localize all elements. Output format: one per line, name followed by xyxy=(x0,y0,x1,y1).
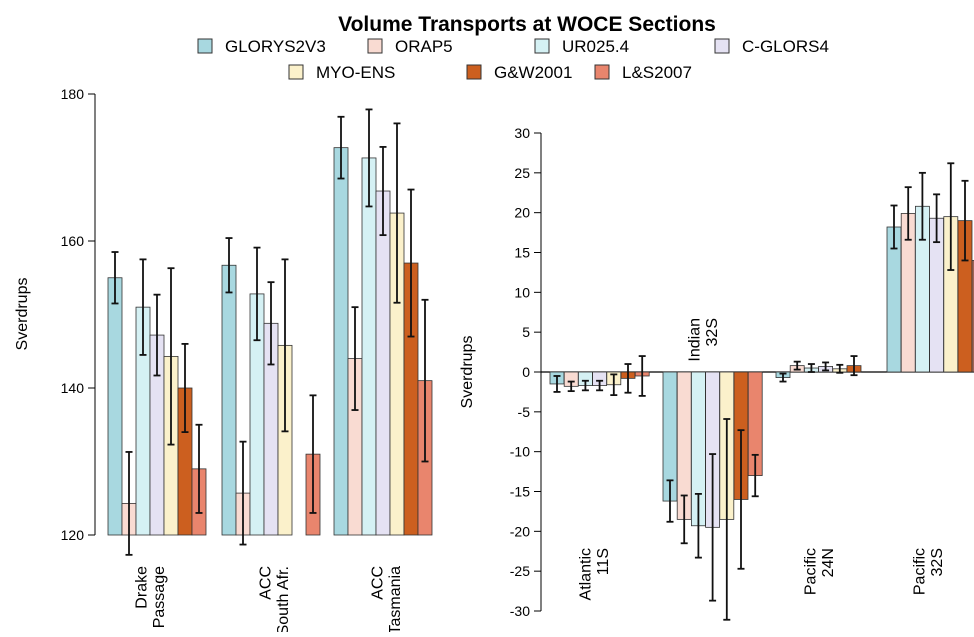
y-tick-label: 20 xyxy=(514,205,530,221)
y-tick-label: -20 xyxy=(510,523,530,539)
group-label: ACCTasmania xyxy=(369,566,404,632)
group-label-line: 32S xyxy=(704,318,721,346)
bar xyxy=(107,277,123,536)
legend-swatch xyxy=(466,64,482,80)
y-tick-label: 30 xyxy=(514,125,530,141)
y-tick-label: 120 xyxy=(61,527,85,543)
y-tick-label: 15 xyxy=(514,245,530,261)
bar xyxy=(221,264,237,536)
group-label-line: Pacific xyxy=(911,548,928,595)
group-label-line: Pacific xyxy=(802,548,819,595)
y-tick-label: 160 xyxy=(61,233,85,249)
group-label: ACCSouth Afr. xyxy=(257,566,292,632)
group-label-line: Passage xyxy=(151,566,168,628)
y-tick-label: 140 xyxy=(61,380,85,396)
group-label-line: Indian xyxy=(686,318,703,362)
y-tick-label: 0 xyxy=(522,364,530,380)
group-label: DrakePassage xyxy=(133,566,168,628)
bar xyxy=(971,260,974,373)
legend-label: L&S2007 xyxy=(622,63,692,82)
panel-right: -30 -25 -20 -15 -10 -5 0 5 10 15 20 25 30 Sverdrups At… xyxy=(459,125,974,621)
y-tick-label: 180 xyxy=(61,86,85,102)
legend-label: GLORYS2V3 xyxy=(225,37,326,56)
group-label: Indian32S xyxy=(686,318,721,362)
group-label-line: 24N xyxy=(820,548,837,577)
y-tick-label: 5 xyxy=(522,324,530,340)
group-label-line: ACC xyxy=(257,566,274,600)
legend-swatch xyxy=(367,38,383,54)
chart-title: Volume Transports at WOCE Sections xyxy=(338,13,716,36)
group-label-line: Tasmania xyxy=(387,566,404,632)
group-label-line: 11S xyxy=(595,548,612,575)
group-label: Atlantic11S xyxy=(577,548,612,600)
group-label-line: South Afr. xyxy=(275,566,292,632)
legend-swatch xyxy=(534,38,550,54)
y-tick-label: -15 xyxy=(510,484,530,500)
legend-swatch xyxy=(197,38,213,54)
bar xyxy=(333,147,349,536)
y-tick-label: -30 xyxy=(510,603,530,619)
group-label-line: 32S xyxy=(929,548,946,576)
y-tick-label: 10 xyxy=(514,284,530,300)
y-tick-label: -5 xyxy=(518,404,531,420)
legend-swatch xyxy=(288,64,304,80)
group-label: Pacific24N xyxy=(802,548,837,595)
legend-swatch xyxy=(594,64,610,80)
legend-label: UR025.4 xyxy=(562,37,629,56)
legend-label: C-GLORS4 xyxy=(742,37,829,56)
legend-label: G&W2001 xyxy=(494,63,572,82)
y-axis-label: Sverdrups xyxy=(14,278,31,351)
y-axis-label: Sverdrups xyxy=(459,336,476,409)
y-tick-label: 25 xyxy=(514,165,530,181)
group-label: Pacific32S xyxy=(911,548,946,595)
y-tick-label: -10 xyxy=(510,444,530,460)
legend: GLORYS2V3 ORAP5 UR025.4 C-GLORS4 MYO-ENS G&W2… xyxy=(197,37,829,82)
legend-label: MYO-ENS xyxy=(316,63,395,82)
bar xyxy=(361,157,377,536)
group-label-line: Drake xyxy=(133,566,150,609)
y-tick-label: -25 xyxy=(510,563,530,579)
legend-swatch xyxy=(714,38,730,54)
group-label-line: ACC xyxy=(369,566,386,600)
legend-label: ORAP5 xyxy=(395,37,453,56)
group-label-line: Atlantic xyxy=(577,548,594,600)
bar xyxy=(375,190,391,536)
